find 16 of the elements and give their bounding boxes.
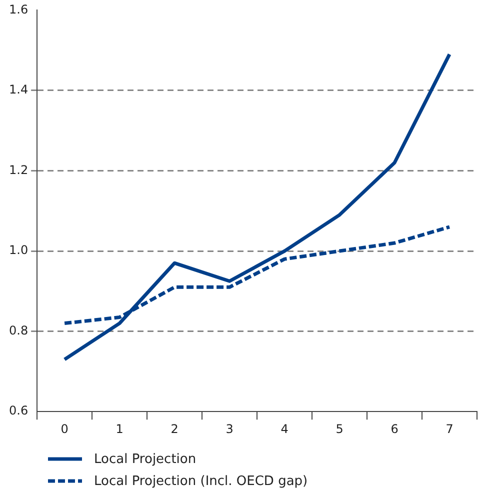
x-tick-label: 6 [390, 422, 398, 436]
y-tick-label: 0.8 [8, 323, 28, 338]
y-tick-label: 1.2 [8, 162, 28, 177]
x-tick-label: 0 [60, 422, 68, 436]
x-tick-label: 4 [280, 422, 288, 436]
y-tick-label: 1.4 [8, 82, 28, 97]
x-tick-label: 1 [116, 422, 124, 436]
y-tick-label: 1.0 [8, 243, 28, 258]
x-tick-label: 3 [226, 422, 234, 436]
x-tick-label: 7 [446, 422, 454, 436]
legend-label: Local Projection (Incl. OECD gap) [94, 474, 308, 488]
y-tick-label: 1.6 [8, 2, 28, 16]
legend-label: Local Projection [94, 452, 196, 466]
y-tick-label: 0.6 [8, 404, 28, 418]
x-tick-label: 2 [170, 422, 178, 436]
x-tick-label: 5 [336, 422, 344, 436]
